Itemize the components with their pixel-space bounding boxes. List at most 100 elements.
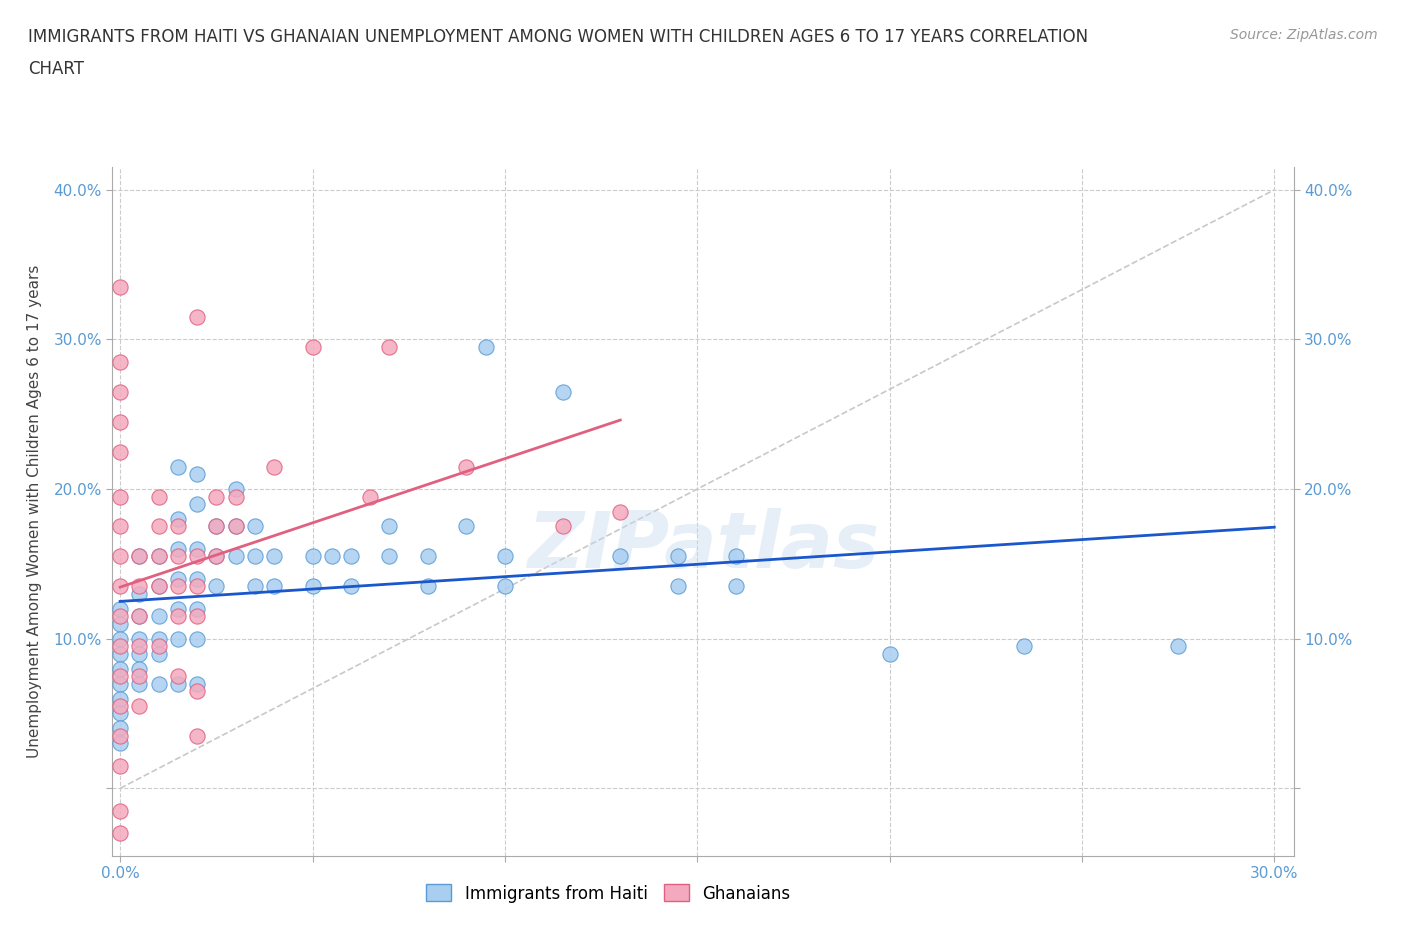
Point xyxy=(148,676,170,691)
Point xyxy=(108,639,131,654)
Point xyxy=(186,631,208,646)
Point xyxy=(666,578,689,593)
Point xyxy=(108,631,131,646)
Text: ZIPatlas: ZIPatlas xyxy=(527,508,879,584)
Point xyxy=(108,646,131,661)
Point xyxy=(167,549,190,564)
Point xyxy=(148,639,170,654)
Point xyxy=(1012,639,1035,654)
Point xyxy=(609,504,631,519)
Point xyxy=(666,549,689,564)
Point xyxy=(128,609,150,624)
Point xyxy=(128,578,150,593)
Point xyxy=(128,549,150,564)
Point xyxy=(167,609,190,624)
Point xyxy=(263,578,285,593)
Point xyxy=(108,549,131,564)
Point xyxy=(128,609,150,624)
Point xyxy=(108,728,131,743)
Point xyxy=(148,646,170,661)
Point xyxy=(167,602,190,617)
Point xyxy=(167,676,190,691)
Point xyxy=(186,578,208,593)
Point xyxy=(128,698,150,713)
Point xyxy=(186,571,208,586)
Point xyxy=(551,519,574,534)
Point xyxy=(186,609,208,624)
Point xyxy=(186,541,208,556)
Point xyxy=(128,631,150,646)
Point xyxy=(724,549,747,564)
Point xyxy=(108,826,131,841)
Point xyxy=(148,578,170,593)
Point xyxy=(225,482,247,497)
Point xyxy=(225,519,247,534)
Point xyxy=(243,578,266,593)
Point xyxy=(108,602,131,617)
Point xyxy=(225,489,247,504)
Point xyxy=(148,489,170,504)
Point xyxy=(186,684,208,698)
Point xyxy=(108,354,131,369)
Point xyxy=(148,578,170,593)
Point xyxy=(128,549,150,564)
Point xyxy=(186,310,208,325)
Point xyxy=(128,646,150,661)
Legend: Immigrants from Haiti, Ghanaians: Immigrants from Haiti, Ghanaians xyxy=(419,878,797,910)
Point xyxy=(243,549,266,564)
Text: Source: ZipAtlas.com: Source: ZipAtlas.com xyxy=(1230,28,1378,42)
Point xyxy=(167,571,190,586)
Y-axis label: Unemployment Among Women with Children Ages 6 to 17 years: Unemployment Among Women with Children A… xyxy=(28,265,42,758)
Point xyxy=(108,804,131,818)
Point xyxy=(148,609,170,624)
Point xyxy=(186,549,208,564)
Point xyxy=(225,549,247,564)
Point xyxy=(108,698,131,713)
Point xyxy=(108,758,131,773)
Point xyxy=(108,617,131,631)
Point xyxy=(301,578,323,593)
Point xyxy=(108,609,131,624)
Point xyxy=(225,519,247,534)
Point xyxy=(494,578,516,593)
Point xyxy=(148,519,170,534)
Point xyxy=(186,467,208,482)
Point xyxy=(456,459,478,474)
Point xyxy=(148,549,170,564)
Point xyxy=(340,578,363,593)
Point xyxy=(205,489,228,504)
Point xyxy=(186,676,208,691)
Point xyxy=(724,578,747,593)
Point xyxy=(108,706,131,721)
Point xyxy=(186,602,208,617)
Point xyxy=(879,646,901,661)
Point xyxy=(128,639,150,654)
Point xyxy=(494,549,516,564)
Point xyxy=(167,541,190,556)
Point xyxy=(551,384,574,399)
Point xyxy=(263,459,285,474)
Point xyxy=(321,549,343,564)
Point xyxy=(108,384,131,399)
Point xyxy=(108,489,131,504)
Point xyxy=(167,669,190,684)
Point xyxy=(186,497,208,512)
Point xyxy=(108,445,131,459)
Point xyxy=(205,549,228,564)
Point xyxy=(378,549,401,564)
Point xyxy=(205,578,228,593)
Point xyxy=(609,549,631,564)
Point xyxy=(205,549,228,564)
Point xyxy=(108,519,131,534)
Point xyxy=(167,578,190,593)
Point xyxy=(108,736,131,751)
Point xyxy=(167,631,190,646)
Point xyxy=(108,414,131,429)
Text: CHART: CHART xyxy=(28,60,84,78)
Point xyxy=(128,676,150,691)
Point xyxy=(474,339,496,354)
Text: IMMIGRANTS FROM HAITI VS GHANAIAN UNEMPLOYMENT AMONG WOMEN WITH CHILDREN AGES 6 : IMMIGRANTS FROM HAITI VS GHANAIAN UNEMPL… xyxy=(28,28,1088,46)
Point xyxy=(108,721,131,736)
Point xyxy=(128,669,150,684)
Point xyxy=(108,661,131,676)
